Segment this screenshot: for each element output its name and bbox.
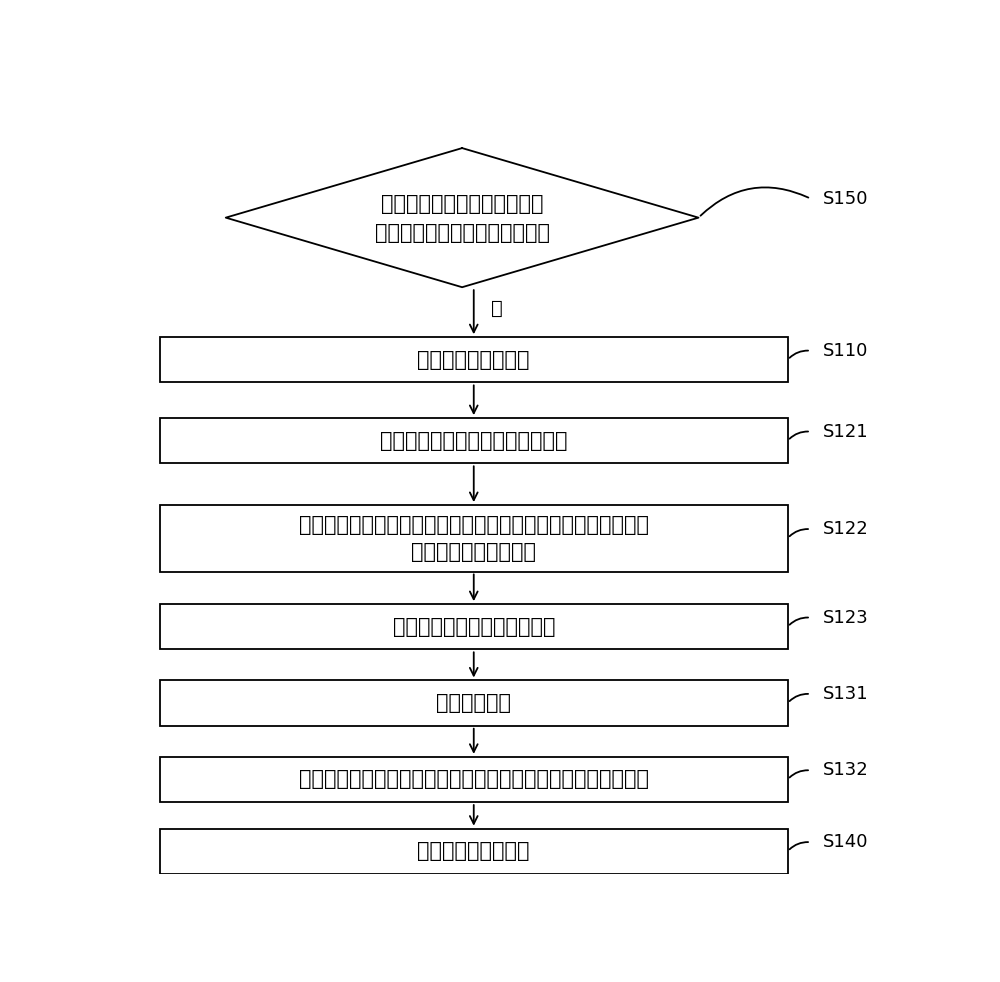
Text: S110: S110: [822, 342, 868, 359]
FancyBboxPatch shape: [160, 505, 788, 572]
Text: S121: S121: [822, 422, 868, 441]
Text: 是: 是: [491, 299, 503, 318]
Text: 获取预设图片: 获取预设图片: [436, 693, 511, 713]
Text: S140: S140: [822, 833, 868, 851]
Text: 将该图片中的隐私区域替换为该预设图片，以得到处理后的图片: 将该图片中的隐私区域替换为该预设图片，以得到处理后的图片: [299, 770, 649, 790]
Text: S122: S122: [822, 520, 868, 538]
FancyBboxPatch shape: [160, 757, 788, 802]
Text: 显示该处理后的图片: 显示该处理后的图片: [418, 842, 530, 861]
Text: S150: S150: [822, 190, 868, 208]
Text: S132: S132: [822, 761, 868, 780]
FancyBboxPatch shape: [160, 337, 788, 383]
Text: S131: S131: [822, 685, 868, 703]
Text: 根据该面部影像确定该用户的身份: 根据该面部影像确定该用户的身份: [380, 431, 568, 451]
Text: 获取用户的面部影像: 获取用户的面部影像: [418, 350, 530, 370]
Text: 根据该用户的身份确定该图片中的可见区域，该可见区域为该用: 根据该用户的身份确定该图片中的可见区域，该可见区域为该用: [299, 515, 649, 534]
Text: 根据该可见区域确定隐私区域: 根据该可见区域确定隐私区域: [392, 617, 555, 636]
Text: S123: S123: [822, 609, 868, 627]
Text: 判断该图片中是否包括人脸图像: 判断该图片中是否包括人脸图像: [375, 223, 550, 243]
FancyBboxPatch shape: [160, 604, 788, 649]
FancyBboxPatch shape: [160, 681, 788, 726]
Text: 户具有查看权限的区域: 户具有查看权限的区域: [411, 542, 536, 562]
FancyBboxPatch shape: [160, 418, 788, 464]
FancyBboxPatch shape: [160, 829, 788, 874]
Text: 当检测到查看图片的操作时，: 当检测到查看图片的操作时，: [381, 194, 543, 214]
